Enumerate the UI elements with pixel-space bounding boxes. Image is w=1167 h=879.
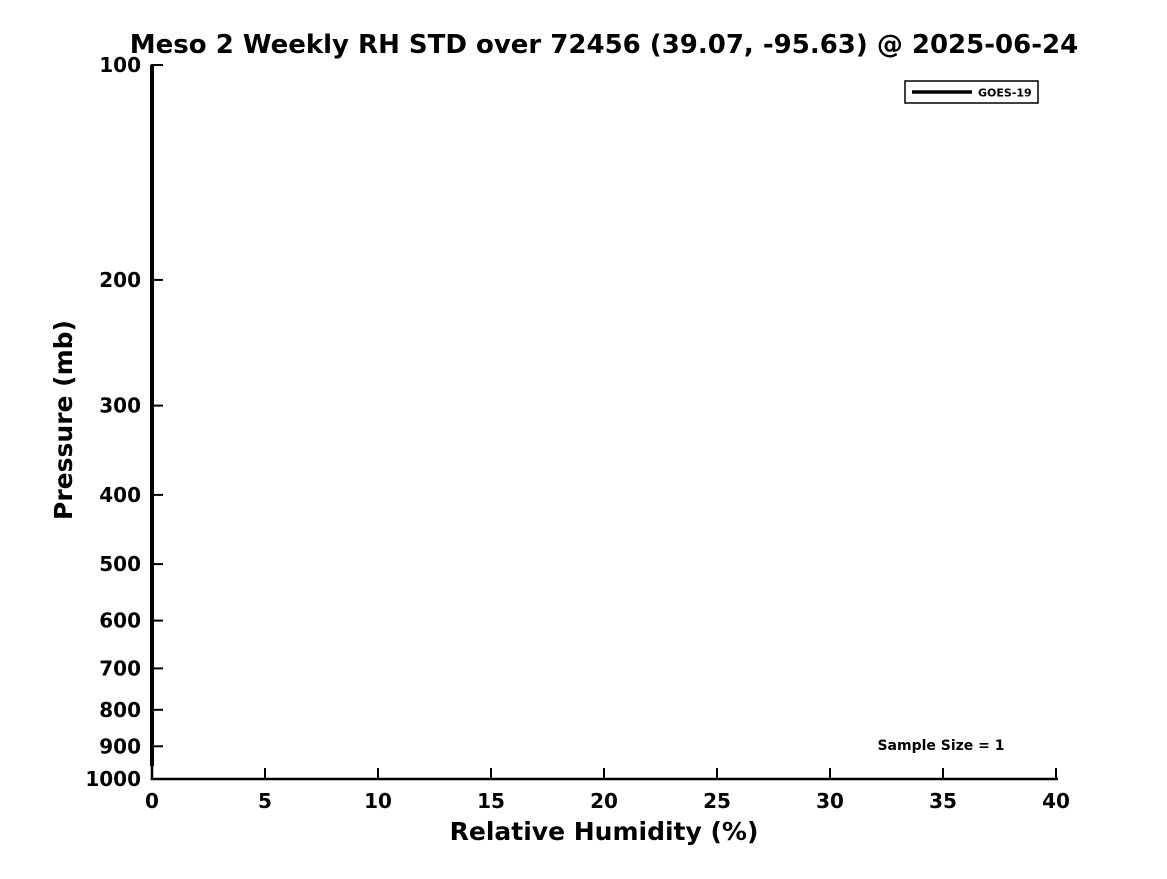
x-axis-label: Relative Humidity (%) (450, 817, 759, 846)
y-tick-label-900: 900 (99, 734, 141, 758)
x-tick-label-10: 10 (364, 789, 392, 813)
sample-size-annotation: Sample Size = 1 (877, 738, 1004, 754)
y-tick-label-700: 700 (99, 656, 141, 680)
y-tick-label-1000: 1000 (85, 767, 141, 791)
x-tick-label-35: 35 (929, 789, 957, 813)
x-tick-marks (264, 768, 1057, 778)
y-tick-labels: 100 200 300 400 500 600 700 800 900 1000 (85, 53, 141, 791)
y-tick-label-500: 500 (99, 552, 141, 576)
x-tick-label-5: 5 (258, 789, 272, 813)
x-tick-labels: 0 5 10 15 20 25 30 35 40 (145, 789, 1070, 813)
x-tick-label-40: 40 (1042, 789, 1070, 813)
y-tick-marks (153, 64, 163, 748)
y-axis-label: Pressure (mb) (49, 320, 78, 520)
y-tick-label-400: 400 (99, 483, 141, 507)
legend-label-goes19: GOES-19 (978, 87, 1032, 100)
y-tick-label-200: 200 (99, 268, 141, 292)
chart-title: Meso 2 Weekly RH STD over 72456 (39.07, … (130, 30, 1078, 60)
legend: GOES-19 (904, 80, 1039, 104)
y-tick-label-300: 300 (99, 394, 141, 418)
x-tick-label-0: 0 (145, 789, 159, 813)
y-tick-label-100: 100 (99, 53, 141, 77)
x-tick-label-15: 15 (477, 789, 505, 813)
y-tick-label-800: 800 (99, 698, 141, 722)
y-tick-label-600: 600 (99, 609, 141, 633)
x-tick-label-20: 20 (590, 789, 618, 813)
x-tick-label-30: 30 (816, 789, 844, 813)
x-tick-label-25: 25 (703, 789, 731, 813)
